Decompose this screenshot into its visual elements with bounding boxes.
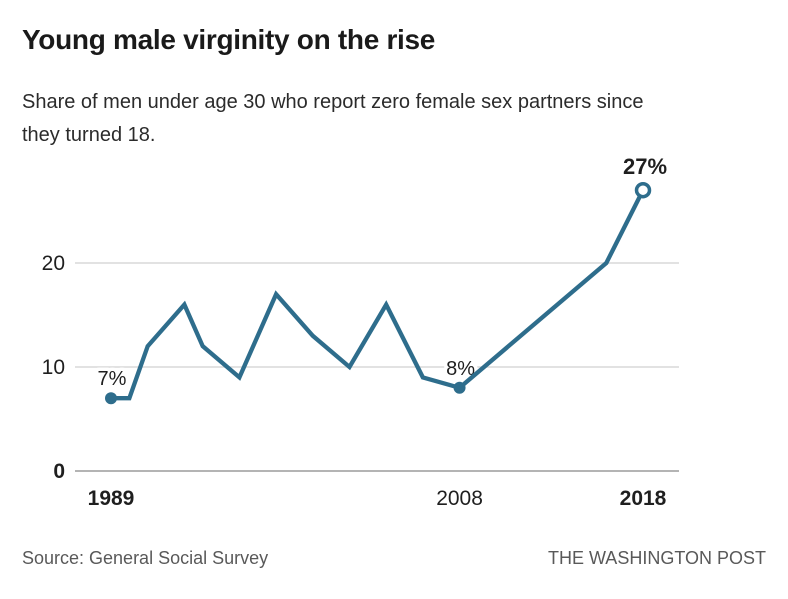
chart-subtitle-line2: they turned 18. [22,124,156,146]
x-tick-label-2018: 2018 [620,487,667,510]
data-point-2018-open [634,181,652,199]
chart-subtitle-line1: Share of men under age 30 who report zer… [22,91,644,113]
point-label-1989: 7% [98,368,127,390]
y-tick-label-20: 20 [42,252,65,275]
publisher-credit: THE WASHINGTON POST [547,548,766,568]
x-tick-label-1989: 1989 [88,487,135,510]
data-point-2008 [453,381,466,394]
y-tick-label-10: 10 [42,356,65,379]
chart-footer: Source: General Social Survey THE WASHIN… [22,548,766,569]
x-tick-label-2008: 2008 [436,487,483,510]
y-tick-label-0: 0 [53,460,65,483]
data-line [111,189,645,401]
point-label-2018: 27% [623,154,667,179]
chart-subtitle: Share of men under age 30 who report zer… [22,86,643,152]
chart-title: Young male virginity on the rise [22,24,436,55]
data-point-1989 [105,392,117,405]
source-credit: Source: General Social Survey [22,548,269,568]
